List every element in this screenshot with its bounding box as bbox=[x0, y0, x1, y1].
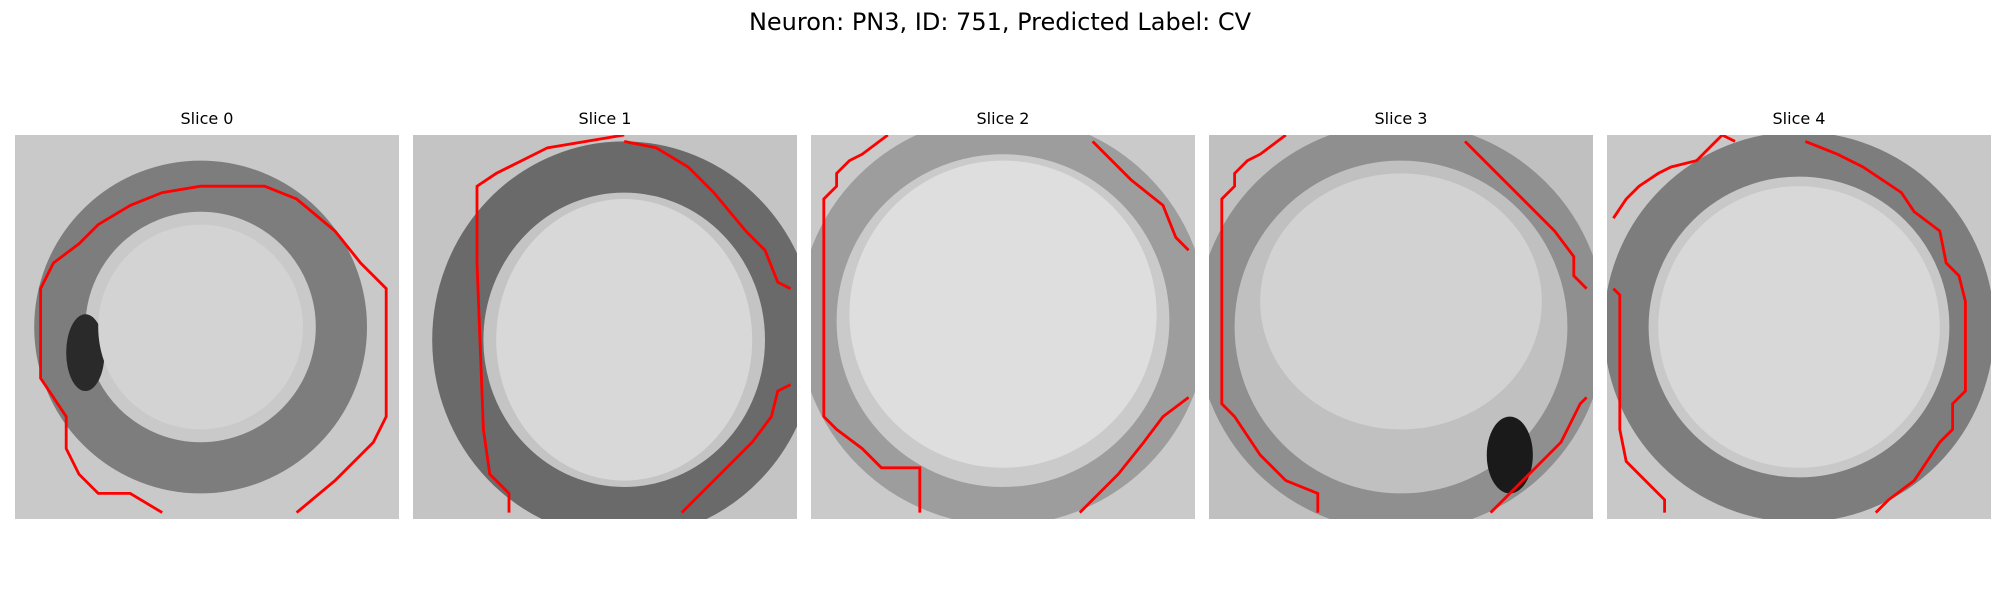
slice-panel-1: Slice 1 bbox=[413, 108, 797, 519]
dark-blob bbox=[1486, 416, 1533, 494]
contour-line-right bbox=[1464, 140, 1588, 290]
slice-title-2: Slice 2 bbox=[976, 109, 1030, 128]
membrane-ring bbox=[432, 141, 797, 519]
slice-title-1: Slice 1 bbox=[578, 109, 632, 128]
slice-title-0: Slice 0 bbox=[180, 109, 234, 128]
contour-line-bottom bbox=[1078, 396, 1190, 514]
membrane-ring bbox=[1209, 135, 1593, 519]
slice-image-4 bbox=[1607, 135, 1991, 519]
contour-line bbox=[822, 135, 922, 513]
slice-panel-4: Slice 4 bbox=[1607, 108, 1991, 519]
slice-panel-3: Slice 3 bbox=[1209, 108, 1593, 519]
contour-line-top bbox=[1612, 135, 1736, 219]
contour-line bbox=[475, 135, 625, 513]
slice-image-0 bbox=[15, 135, 399, 519]
slice-image-2 bbox=[811, 135, 1195, 519]
cell-interior bbox=[1658, 186, 1940, 468]
figure-title: Neuron: PN3, ID: 751, Predicted Label: C… bbox=[748, 8, 1252, 36]
cell-interior bbox=[496, 199, 753, 481]
contour-line-right bbox=[1804, 140, 1967, 514]
contour-line-bottom bbox=[1489, 396, 1588, 514]
membrane-ring bbox=[1607, 135, 1991, 519]
contour-line bbox=[39, 184, 388, 514]
cell-interior bbox=[98, 224, 303, 430]
dark-membrane-patch bbox=[66, 314, 105, 391]
slice-panel-2: Slice 2 bbox=[811, 108, 1195, 519]
contour-line bbox=[1220, 135, 1320, 513]
cell-interior bbox=[849, 160, 1157, 468]
slice-panel-0: Slice 0 bbox=[15, 108, 399, 519]
slice-image-1 bbox=[413, 135, 797, 519]
contour-line-right bbox=[623, 140, 792, 290]
contour-line-bottom bbox=[680, 383, 792, 514]
contour-line bbox=[1612, 287, 1667, 513]
slice-title-4: Slice 4 bbox=[1772, 109, 1826, 128]
cell-interior bbox=[1260, 173, 1542, 430]
slice-title-3: Slice 3 bbox=[1374, 109, 1428, 128]
membrane-ring bbox=[811, 135, 1195, 519]
slice-image-3 bbox=[1209, 135, 1593, 519]
contour-line-right bbox=[1091, 140, 1190, 252]
